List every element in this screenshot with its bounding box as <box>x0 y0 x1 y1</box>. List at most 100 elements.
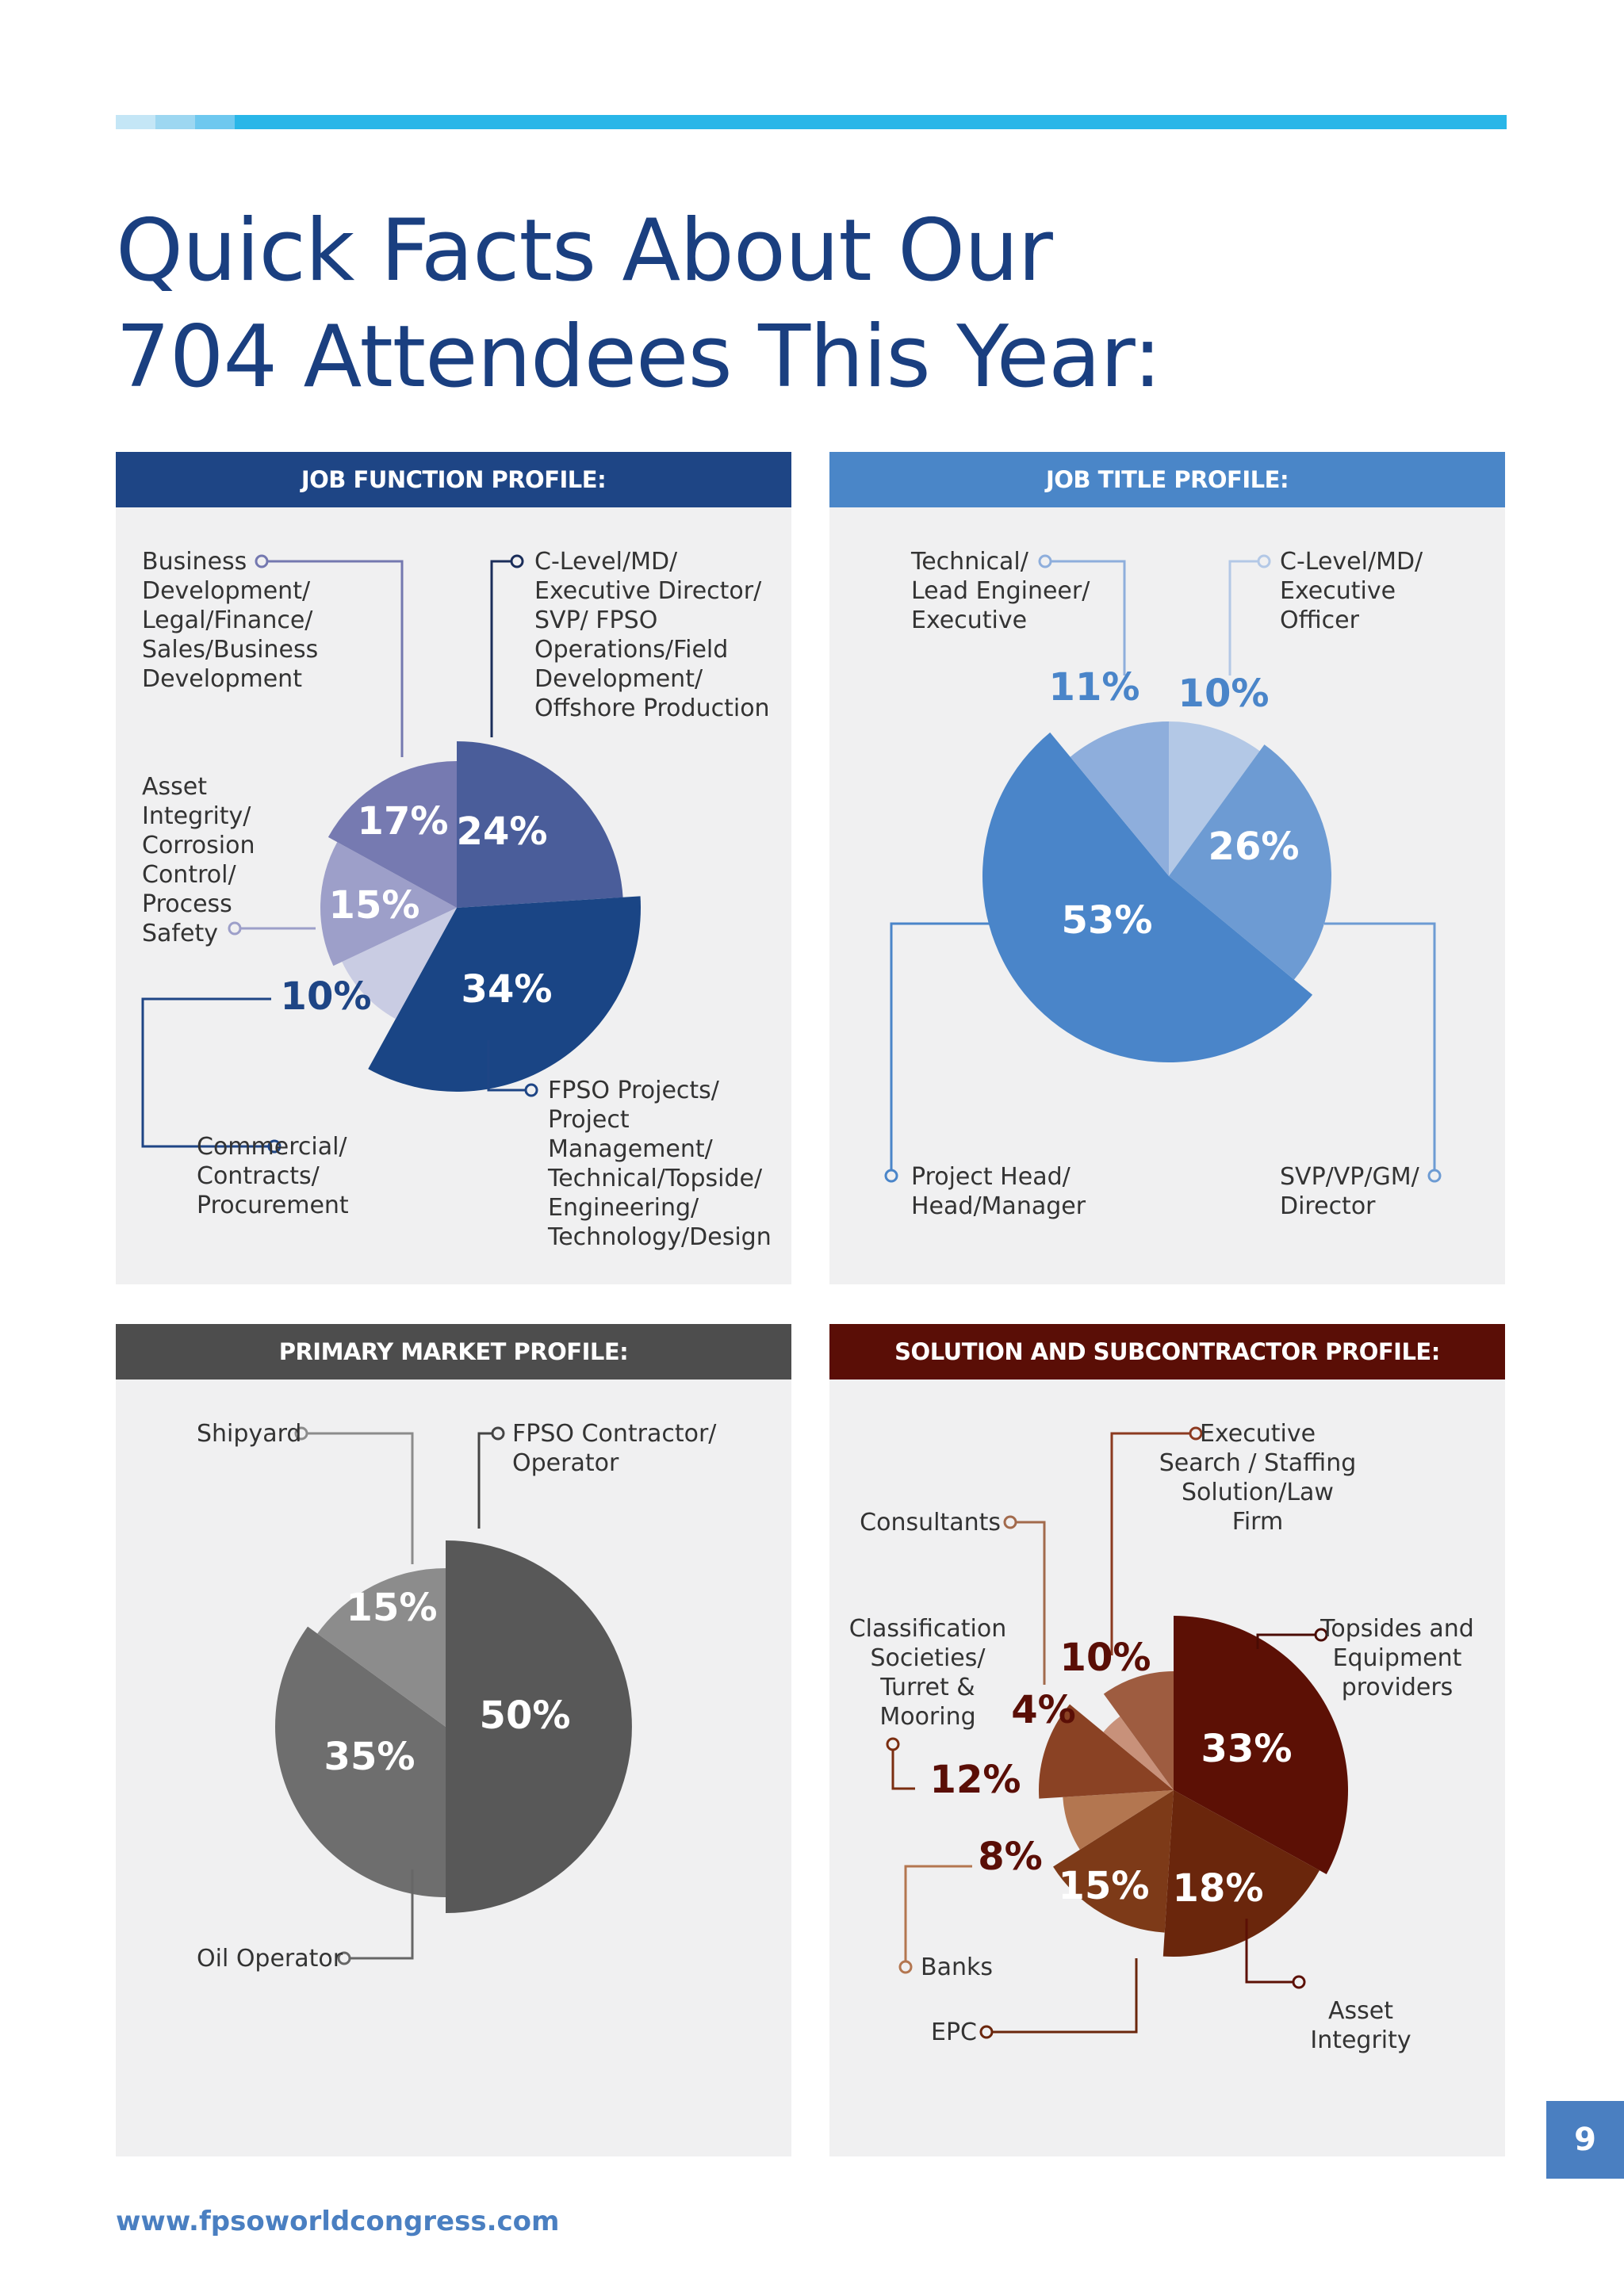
legend-label: C-Level/MD/Executive Officer <box>1280 548 1423 634</box>
legend-label: Asset Integrity/Corrosion Control/Process S… <box>142 773 255 947</box>
leader-line <box>1256 1633 1315 1649</box>
job-function-chart: 24% 34% 10% 15% 17% Business Development/… <box>141 548 772 1251</box>
leader-dot <box>1038 554 1052 568</box>
top-accent-bar <box>116 115 1507 129</box>
pie-slice <box>1169 744 1331 980</box>
leader-line <box>1017 1521 1046 1685</box>
pie-slice <box>317 1568 446 1727</box>
leader-line <box>308 1432 414 1564</box>
pct-label: 50% <box>480 1693 571 1738</box>
solution-subcontractor-panel: SOLUTION AND SUBCONTRACTOR PROFILE: 33% … <box>829 1324 1505 2156</box>
leader-dot <box>898 1960 913 1974</box>
legend-label: Topsides and Equipment providers <box>1320 1615 1474 1701</box>
leader-dot <box>1314 1628 1328 1642</box>
primary-market-chart: 50% 35% 15% Shipyard FPSO Contractor/Ope… <box>197 1420 717 1973</box>
page-number: 9 <box>1546 2101 1624 2179</box>
pie-slice <box>368 896 641 1092</box>
pct-label: 8% <box>978 1835 1043 1879</box>
legend-label: Project Head/Head/Manager <box>911 1163 1086 1220</box>
leader-dot <box>979 2025 994 2039</box>
pct-label: 53% <box>1062 898 1153 943</box>
pie-slice <box>1174 1616 1348 1874</box>
pie-slice <box>320 842 457 966</box>
leader-line <box>490 560 511 737</box>
panel-header: JOB FUNCTION PROFILE: <box>116 452 791 507</box>
solution-subcontractor-chart: 33% 18% 15% 8% 12% 4% 10% Executive Searc… <box>849 1420 1474 2054</box>
pct-label: 15% <box>329 883 420 928</box>
panel-header: SOLUTION AND SUBCONTRACTOR PROFILE: <box>829 1324 1505 1380</box>
leader-line <box>1245 1919 1293 1984</box>
legend-label: SVP/VP/GM/Director <box>1280 1163 1420 1220</box>
primary-market-panel: PRIMARY MARKET PROFILE: 50% 35% 15% Ship… <box>116 1324 791 2156</box>
pie-slice <box>1063 1790 1174 1850</box>
pct-label: 15% <box>347 1586 438 1630</box>
leader-dot <box>1189 1426 1203 1441</box>
leader-line <box>1051 560 1126 675</box>
leader-line <box>993 1958 1138 2034</box>
pct-label: 18% <box>1173 1866 1264 1911</box>
leader-line <box>268 560 404 757</box>
legend-label: Banks <box>921 1954 993 1981</box>
leaders <box>294 1426 505 1965</box>
pie-slice <box>1070 721 1169 876</box>
leader-dot <box>1427 1169 1442 1183</box>
slices <box>275 1540 632 1913</box>
job-title-chart: 10% 26% 53% 11% Technical/Lead Engineer/… <box>884 548 1442 1220</box>
leader-dot <box>524 1083 538 1097</box>
legend-label: Consultants <box>860 1509 1001 1536</box>
leader-line <box>141 997 271 1148</box>
leader-dot <box>491 1426 505 1441</box>
job-title-panel: JOB TITLE PROFILE: 10% 26% 53% 11% Techn… <box>829 452 1505 1284</box>
legend-label: Shipyard <box>197 1420 301 1448</box>
pie-slice <box>1169 721 1260 876</box>
leader-dot <box>267 1139 282 1154</box>
leader-dot <box>1257 554 1271 568</box>
legend-label: Commercial/Contracts/Procurement <box>197 1133 349 1219</box>
pct-label: 34% <box>462 967 553 1012</box>
pct-label: 10% <box>1060 1636 1151 1680</box>
pie-slice <box>1039 1704 1174 1799</box>
legend-label: Technical/Lead Engineer/Executive <box>910 548 1090 634</box>
leader-line <box>890 922 994 1169</box>
pct-label: 10% <box>281 974 372 1019</box>
leaders <box>884 554 1442 1183</box>
legend-label: FPSO Projects/Project Management/Technica… <box>547 1077 772 1251</box>
job-function-panel: JOB FUNCTION PROFILE: 24% 34% 10% 15% 17… <box>116 452 791 1284</box>
panel-header: PRIMARY MARKET PROFILE: <box>116 1324 791 1380</box>
page-title: Quick Facts About Our 704 Attendees This… <box>116 198 1162 411</box>
leaders <box>141 554 538 1154</box>
legend-label: EPC <box>931 2019 977 2046</box>
pie-slice <box>1162 1790 1320 1957</box>
pie-slice <box>275 1626 446 1897</box>
leader-dot <box>884 1169 898 1183</box>
leaders <box>886 1426 1328 2039</box>
pie-slice <box>327 761 457 908</box>
pct-label: 26% <box>1208 825 1300 869</box>
pct-label: 24% <box>457 809 548 854</box>
pct-label: 33% <box>1201 1727 1293 1771</box>
footer-url[interactable]: www.fpsoworldcongress.com <box>116 2206 560 2237</box>
leader-line <box>487 1040 525 1092</box>
leader-dot <box>1003 1515 1017 1529</box>
legend-label: Executive Search / Staffing Solution/Law Fi… <box>1159 1420 1357 1536</box>
legend-label: C-Level/MD/Executive Director/SVP/ FPSO O… <box>534 548 770 722</box>
slices <box>982 721 1331 1062</box>
pct-label: 35% <box>324 1735 416 1779</box>
pct-label: 17% <box>358 799 449 844</box>
pct-label: 4% <box>1011 1688 1076 1732</box>
leader-line <box>1228 560 1258 675</box>
panel-header: JOB TITLE PROFILE: <box>829 452 1505 507</box>
slices <box>320 741 641 1092</box>
pie-slice <box>342 908 457 1020</box>
slices <box>1039 1616 1348 1957</box>
pct-label: 15% <box>1059 1864 1150 1908</box>
leader-line <box>1324 922 1436 1169</box>
leader-line <box>904 1865 972 1961</box>
pct-label: 10% <box>1178 672 1270 716</box>
legend-label: Classification Societies/Turret & Mooring <box>849 1615 1007 1731</box>
leader-dot <box>510 554 524 568</box>
leader-line <box>477 1432 492 1529</box>
title-line-2: 704 Attendees This Year: <box>116 308 1162 407</box>
leader-dot <box>255 554 269 568</box>
legend-label: Business Development/Legal/Finance/Sales/… <box>142 548 318 693</box>
